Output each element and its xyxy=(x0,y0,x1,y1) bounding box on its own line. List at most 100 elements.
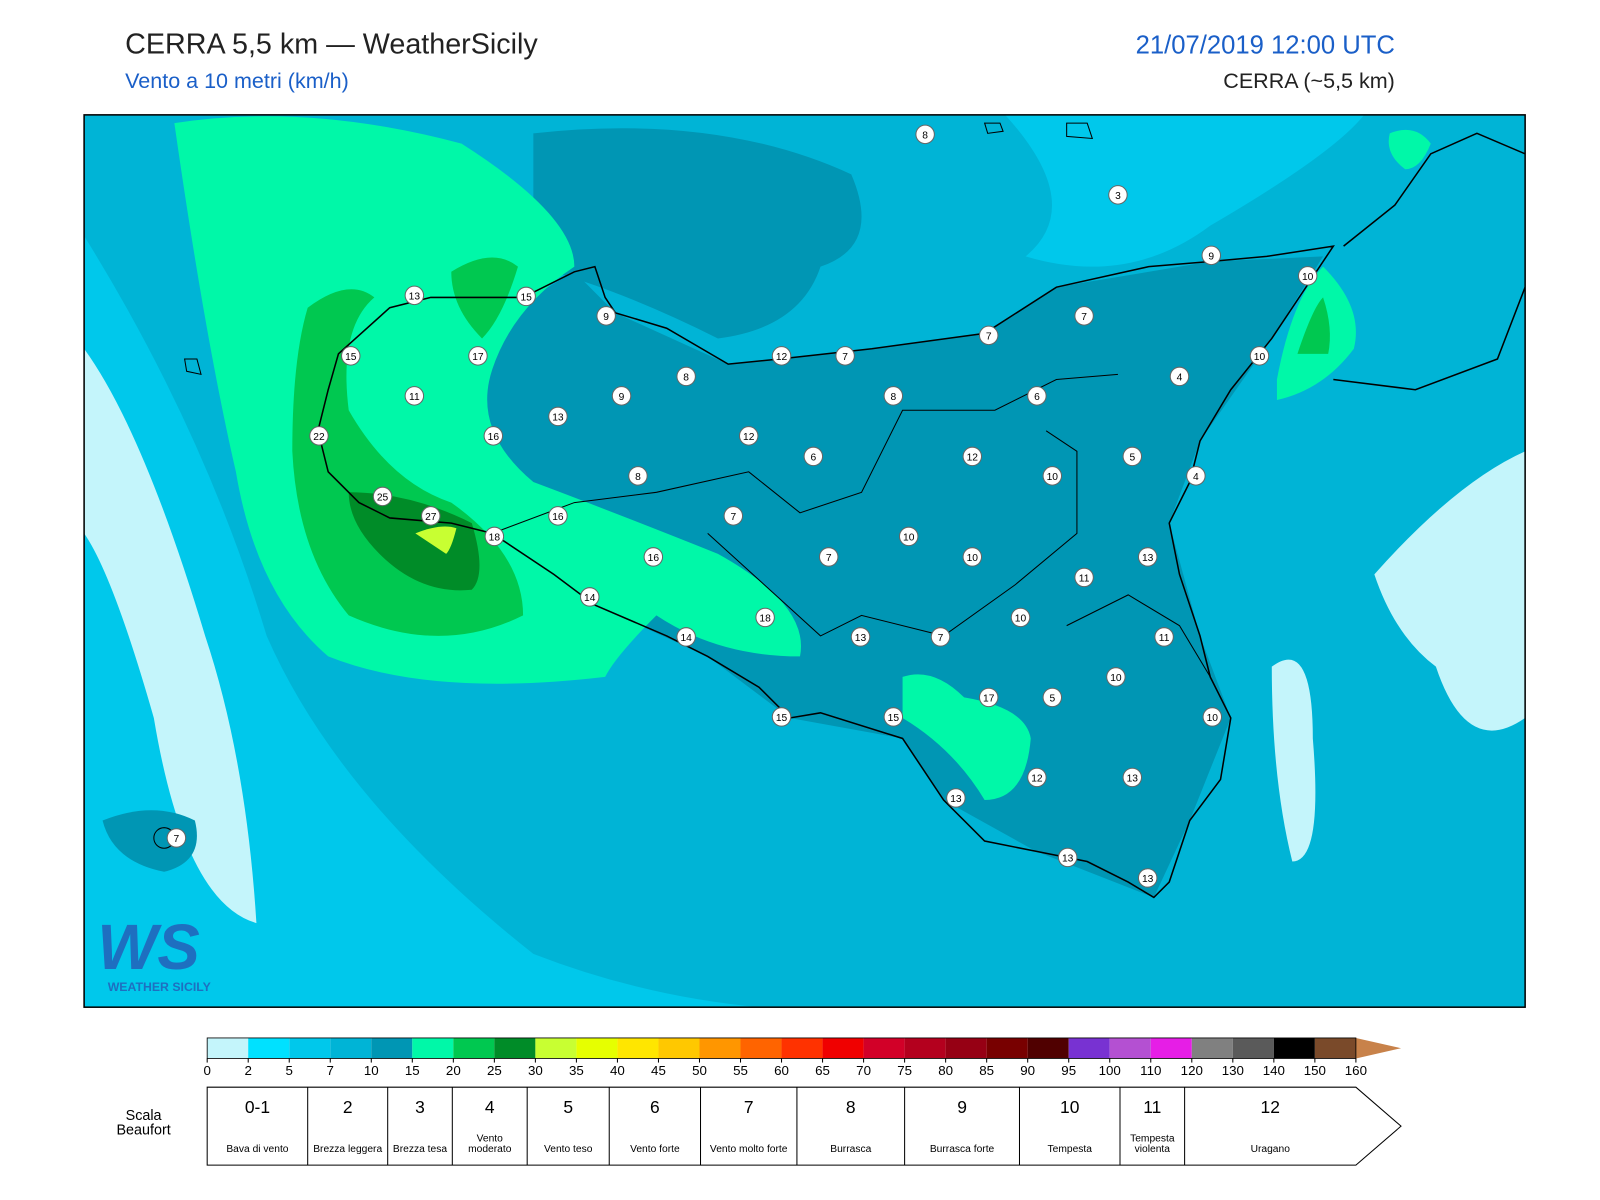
beaufort-description: Burrasca forte xyxy=(929,1143,995,1155)
station-marker xyxy=(1297,266,1318,286)
colorbar-segment xyxy=(658,1037,700,1059)
station-marker xyxy=(962,446,983,467)
station-marker xyxy=(978,325,999,346)
station-value: 18 xyxy=(759,614,771,625)
colorbar-tick-label: 160 xyxy=(1345,1063,1367,1078)
beaufort-force: 0-1 xyxy=(244,1097,271,1117)
beaufort-description: Brezza tesa xyxy=(392,1143,448,1155)
station-value: 3 xyxy=(1115,191,1121,202)
beaufort-cell-content: 9 Burrasca forte xyxy=(905,1087,1020,1165)
station-value: 7 xyxy=(938,633,944,644)
station-value: 10 xyxy=(967,553,979,564)
beaufort-description: Vento moderato xyxy=(468,1133,512,1155)
datetime: 21/07/2019 12:00 UTC xyxy=(1136,31,1395,59)
station-marker xyxy=(580,587,600,607)
station-marker xyxy=(738,426,759,446)
station-value: 15 xyxy=(776,713,788,724)
colorbar-segment xyxy=(1273,1037,1315,1059)
station-marker xyxy=(915,124,935,145)
beaufort-title: Scala Beaufort xyxy=(116,1107,171,1138)
beaufort-cell: 11 Tempesta violenta xyxy=(1130,1097,1174,1154)
station-value: 9 xyxy=(1208,251,1214,262)
coastline xyxy=(317,245,1335,899)
station-marker xyxy=(676,627,696,647)
colorbar-tick-label: 35 xyxy=(569,1063,584,1078)
station-value: 13 xyxy=(1062,854,1074,865)
coastline xyxy=(1333,286,1526,391)
coastline xyxy=(1343,132,1526,247)
beaufort-description: Vento molto forte xyxy=(709,1143,788,1155)
station-value: 5 xyxy=(1129,453,1135,464)
station-value: 13 xyxy=(409,291,421,302)
beaufort-force: 6 xyxy=(650,1097,660,1117)
colorbar-segment xyxy=(617,1037,659,1059)
colorbar-tick-label: 70 xyxy=(856,1063,871,1078)
station-value: 4 xyxy=(1177,373,1183,384)
station-value: 8 xyxy=(922,130,928,141)
colorbar-segment xyxy=(248,1037,290,1059)
station-marker xyxy=(835,346,855,366)
station-value: 8 xyxy=(683,373,689,384)
field xyxy=(533,128,862,339)
station-marker xyxy=(1074,306,1094,326)
station-value: 10 xyxy=(903,533,915,544)
station-marker xyxy=(898,526,919,547)
colorbar-tick-label: 85 xyxy=(979,1063,994,1078)
station-marker xyxy=(1202,707,1223,727)
field xyxy=(1005,114,1365,267)
station-value: 10 xyxy=(1110,673,1122,684)
station-marker xyxy=(1057,847,1078,868)
colorbar-segment xyxy=(1314,1037,1356,1059)
beaufort-description: Burrasca xyxy=(830,1143,872,1155)
station-marker xyxy=(611,386,632,406)
map-frame xyxy=(83,114,1526,1008)
beaufort-force: 5 xyxy=(563,1097,574,1117)
colorbar-tick-label: 80 xyxy=(938,1063,953,1078)
station-value: 14 xyxy=(680,633,692,644)
colorbar-segment xyxy=(863,1037,905,1059)
station-value: 11 xyxy=(409,392,420,403)
stations: 8 3 9 10 13 15 9 7 7 15 17 12 7 10 8 4 11 9 8 6 13 22 16 12 6 12 5… xyxy=(166,124,1318,888)
field xyxy=(1388,129,1431,170)
beaufort-frame xyxy=(206,1086,1402,1166)
station-value: 9 xyxy=(619,392,625,403)
station-marker xyxy=(1106,667,1126,687)
station-marker xyxy=(771,346,792,366)
beaufort-force: 4 xyxy=(484,1097,495,1117)
station-value: 5 xyxy=(1049,694,1055,705)
colorbar-segment xyxy=(945,1037,987,1059)
colorbar-segment xyxy=(1150,1037,1192,1059)
colorbar-tick-label: 100 xyxy=(1099,1063,1121,1078)
station-value: 15 xyxy=(520,293,532,304)
beaufort-force: 10 xyxy=(1060,1097,1080,1117)
colorbar-segment xyxy=(781,1037,823,1059)
colorbar-tick-label: 50 xyxy=(692,1063,707,1078)
province-border xyxy=(492,373,1118,534)
beaufort-cell-content: 4 Vento moderato xyxy=(452,1087,527,1165)
beaufort-cell: 10 Tempesta xyxy=(1047,1097,1092,1155)
station-marker xyxy=(628,466,648,486)
beaufort-cell-content: 2 Brezza leggera xyxy=(308,1087,388,1165)
station-marker xyxy=(596,306,616,326)
colorbar-tick-label: 110 xyxy=(1140,1063,1161,1078)
station-value: 12 xyxy=(776,352,788,363)
station-value: 15 xyxy=(888,713,900,724)
station-marker xyxy=(548,406,568,427)
colorbar-segment xyxy=(207,1037,249,1059)
station-value: 10 xyxy=(1207,713,1219,724)
field xyxy=(389,256,1324,898)
station-value: 7 xyxy=(1081,312,1087,323)
colorbar-tick-label: 130 xyxy=(1222,1063,1244,1078)
colorbar-segment xyxy=(986,1037,1028,1059)
beaufort-cell: 0-1 Bava di vento xyxy=(226,1097,288,1154)
station-marker xyxy=(946,788,966,808)
station-marker xyxy=(803,446,824,467)
station-value: 7 xyxy=(730,512,736,523)
beaufort-description: Tempesta xyxy=(1047,1143,1092,1155)
station-marker xyxy=(1154,627,1174,647)
station-value: 18 xyxy=(489,533,501,544)
colorbar-segment xyxy=(1109,1037,1151,1059)
station-marker xyxy=(1122,767,1143,788)
station-value: 10 xyxy=(1015,614,1027,625)
station-marker xyxy=(883,386,904,406)
